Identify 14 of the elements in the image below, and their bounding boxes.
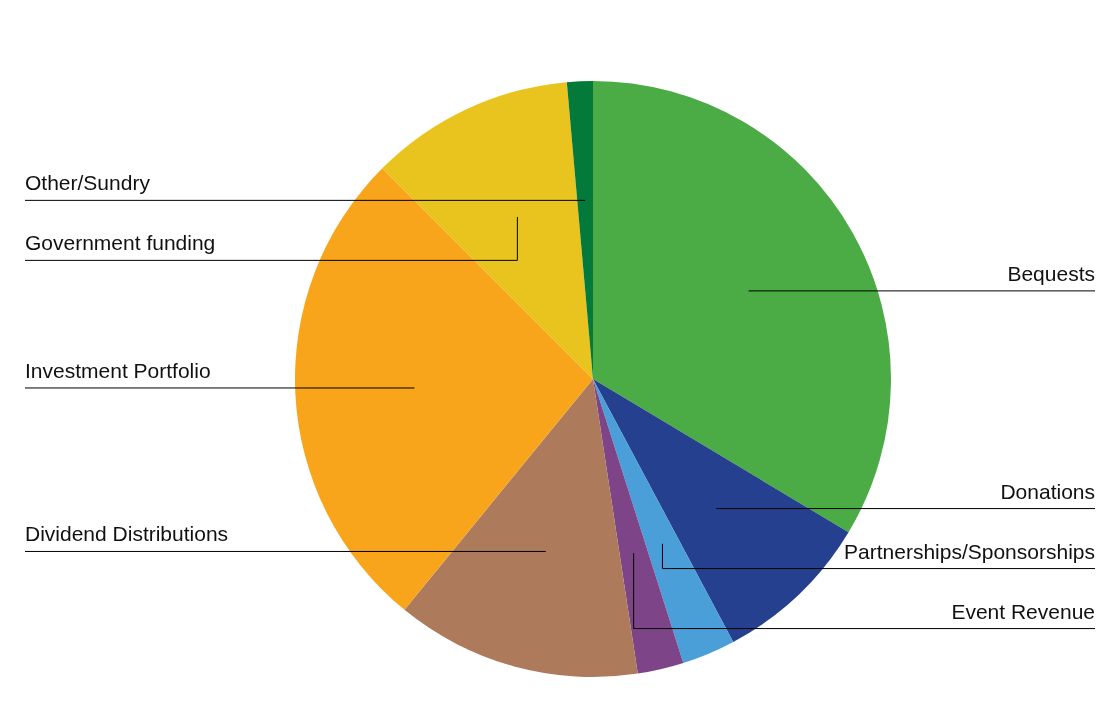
pie-slice xyxy=(593,379,684,674)
slice-label: Investment Portfolio xyxy=(25,358,211,382)
pie-slice xyxy=(593,81,891,533)
slice-label: Donations xyxy=(1000,479,1095,503)
slice-label: Government funding xyxy=(25,231,216,255)
pie-slice xyxy=(295,168,593,610)
pie-slice xyxy=(593,379,734,663)
slice-label: Bequests xyxy=(1007,261,1095,285)
slice-label: Other/Sundry xyxy=(25,171,151,195)
slice-label: Dividend Distributions xyxy=(25,522,229,546)
slice-label: Partnerships/Sponsorships xyxy=(844,539,1095,563)
slice-label: Event Revenue xyxy=(951,599,1095,623)
pie-slice xyxy=(404,379,638,677)
pie-slice xyxy=(382,82,593,379)
